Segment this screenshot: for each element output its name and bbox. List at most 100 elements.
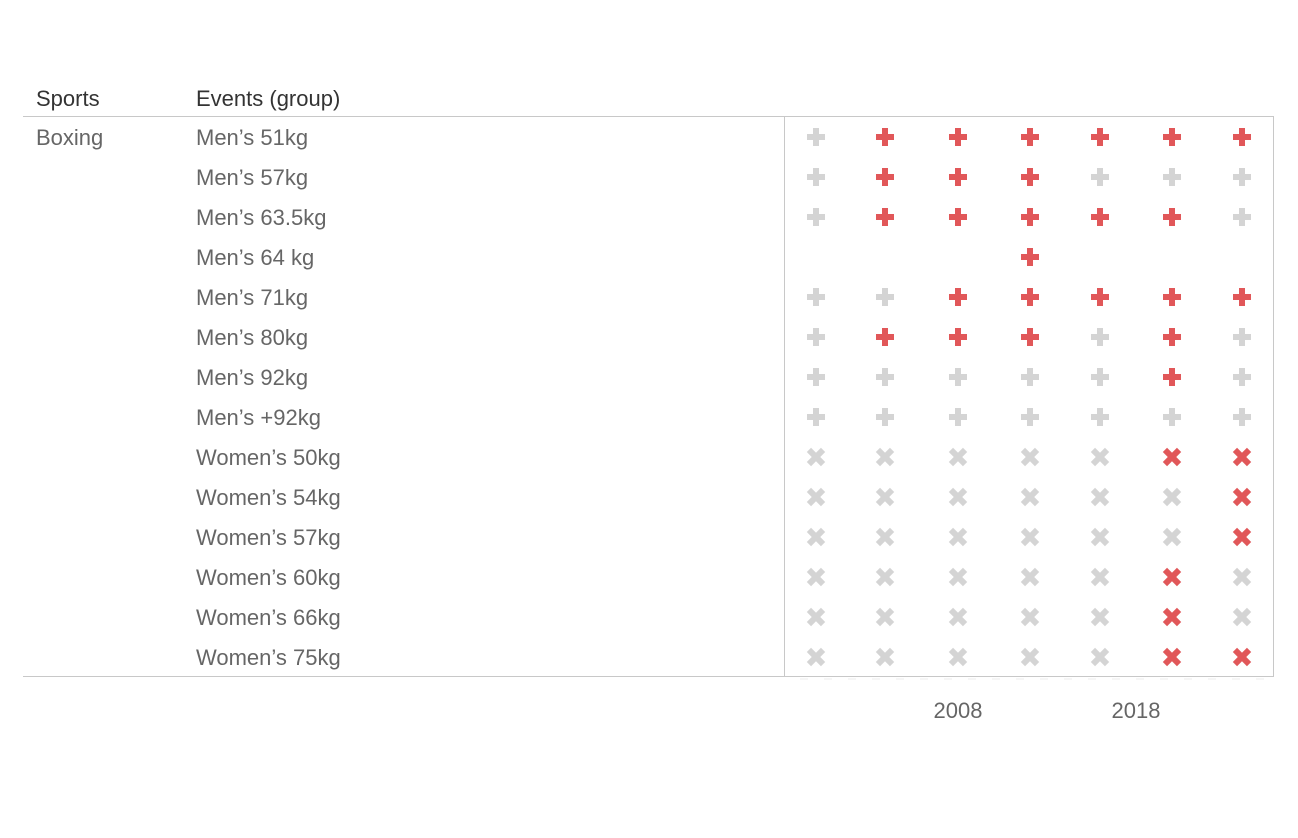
table-top-rule <box>23 116 1274 117</box>
cross-marker <box>875 567 895 587</box>
plus-marker <box>1021 288 1039 306</box>
plus-marker <box>949 288 967 306</box>
plus-marker <box>1091 368 1109 386</box>
plus-marker <box>949 208 967 226</box>
cross-marker <box>806 607 826 627</box>
plus-marker <box>876 288 894 306</box>
cross-marker <box>948 607 968 627</box>
event-label: Men’s 92kg <box>196 365 309 390</box>
plus-marker <box>1021 368 1039 386</box>
cross-marker <box>806 647 826 667</box>
cross-marker <box>1162 487 1182 507</box>
plus-marker <box>1163 328 1181 346</box>
cross-marker <box>1090 487 1110 507</box>
cross-marker <box>806 487 826 507</box>
cross-marker <box>1162 527 1182 547</box>
cross-marker <box>1020 567 1040 587</box>
plus-marker <box>1163 128 1181 146</box>
cross-marker <box>1020 647 1040 667</box>
cross-marker <box>1232 487 1252 507</box>
cross-marker <box>1232 647 1252 667</box>
plus-marker <box>1163 288 1181 306</box>
cross-marker <box>1090 647 1110 667</box>
plus-marker <box>807 168 825 186</box>
cross-marker <box>1162 607 1182 627</box>
plus-marker <box>1233 168 1251 186</box>
plus-marker <box>876 368 894 386</box>
plus-marker <box>876 328 894 346</box>
plus-marker <box>1021 128 1039 146</box>
event-label: Women’s 57kg <box>196 525 341 550</box>
cross-marker <box>1090 527 1110 547</box>
cross-marker <box>1232 567 1252 587</box>
plus-marker <box>807 408 825 426</box>
plus-marker <box>1163 168 1181 186</box>
event-label: Men’s 64 kg <box>196 245 315 270</box>
grid-left-rule <box>784 116 785 676</box>
cross-marker <box>1090 567 1110 587</box>
cross-marker <box>1232 527 1252 547</box>
event-label: Men’s +92kg <box>196 405 321 430</box>
plus-marker <box>1233 328 1251 346</box>
plus-marker <box>1091 168 1109 186</box>
cross-marker <box>948 527 968 547</box>
cross-marker <box>1020 527 1040 547</box>
plus-marker <box>876 168 894 186</box>
event-label: Men’s 63.5kg <box>196 205 327 230</box>
plus-marker <box>949 328 967 346</box>
cross-marker <box>948 487 968 507</box>
sport-label: Boxing <box>36 125 104 150</box>
plus-marker <box>1021 248 1039 266</box>
plus-marker <box>807 368 825 386</box>
plus-marker <box>1233 208 1251 226</box>
cross-marker <box>1162 647 1182 667</box>
cross-marker <box>1090 447 1110 467</box>
plus-marker <box>949 128 967 146</box>
plus-marker <box>1233 408 1251 426</box>
cross-marker <box>875 607 895 627</box>
cross-marker <box>1232 607 1252 627</box>
plus-marker <box>1163 368 1181 386</box>
event-label: Men’s 51kg <box>196 125 309 150</box>
plus-marker <box>1163 408 1181 426</box>
plus-marker <box>1233 368 1251 386</box>
plus-marker <box>807 328 825 346</box>
x-tick-label: 2008 <box>934 698 983 723</box>
plus-marker <box>807 208 825 226</box>
plus-marker <box>1091 328 1109 346</box>
cross-marker <box>875 447 895 467</box>
event-label: Women’s 54kg <box>196 485 341 510</box>
event-label: Women’s 50kg <box>196 445 341 470</box>
plus-marker <box>1091 208 1109 226</box>
cross-marker <box>806 567 826 587</box>
plus-marker <box>1021 408 1039 426</box>
cross-marker <box>948 647 968 667</box>
event-label: Men’s 80kg <box>196 325 309 350</box>
cross-marker <box>948 447 968 467</box>
cross-marker <box>1090 607 1110 627</box>
cross-marker <box>1020 447 1040 467</box>
cross-marker <box>948 567 968 587</box>
plus-marker <box>807 128 825 146</box>
plus-marker <box>949 368 967 386</box>
plus-marker <box>1163 208 1181 226</box>
cross-marker <box>1020 487 1040 507</box>
event-label: Women’s 66kg <box>196 605 341 630</box>
cross-marker <box>1162 447 1182 467</box>
cross-marker <box>1232 447 1252 467</box>
cross-marker <box>875 647 895 667</box>
cross-marker <box>1162 567 1182 587</box>
plus-marker <box>1233 288 1251 306</box>
plus-marker <box>1091 408 1109 426</box>
event-label: Men’s 57kg <box>196 165 309 190</box>
cross-marker <box>875 487 895 507</box>
grid-right-rule <box>1273 116 1274 676</box>
plus-marker <box>876 128 894 146</box>
events-header: Events (group) <box>196 86 341 111</box>
event-label: Women’s 75kg <box>196 645 341 670</box>
plus-marker <box>807 288 825 306</box>
plus-marker <box>1233 128 1251 146</box>
table-bottom-rule <box>23 676 1274 677</box>
cross-marker <box>806 447 826 467</box>
